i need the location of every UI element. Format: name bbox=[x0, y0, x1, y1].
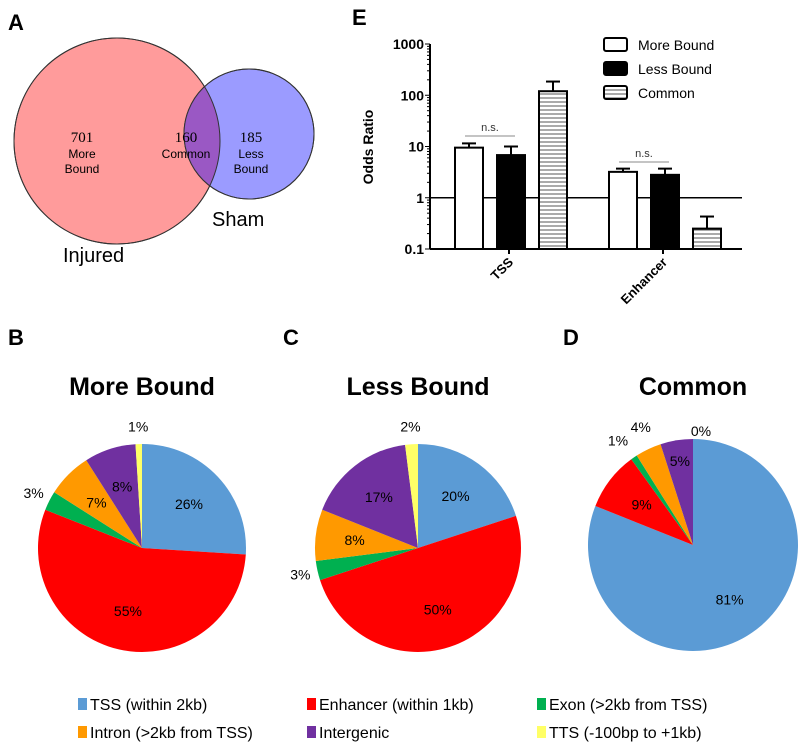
pie-value-label: 5% bbox=[670, 453, 690, 469]
pie-slice-tts bbox=[405, 444, 418, 548]
venn-label-more-bound-1: More bbox=[68, 147, 96, 161]
legend-label: More Bound bbox=[638, 37, 714, 53]
bar-tss-common bbox=[538, 90, 568, 251]
pie-value-label: 81% bbox=[716, 591, 744, 607]
venn-count-more-bound: 701 bbox=[71, 130, 94, 146]
pie-title: More Bound bbox=[69, 373, 215, 401]
legend-label: Less Bound bbox=[638, 61, 712, 77]
bar-enhancer-common bbox=[692, 227, 722, 251]
panel-letter-e: E bbox=[352, 5, 367, 30]
pie-value-label: 7% bbox=[86, 494, 106, 510]
venn-diagram: 701 More Bound 160 Common 185 Less Bound… bbox=[13, 37, 315, 267]
legend-swatch-more-bound bbox=[603, 37, 628, 52]
pie-value-label: 20% bbox=[442, 488, 470, 504]
legend-label-intergenic: Intergenic bbox=[319, 725, 389, 742]
pie-slice-exon bbox=[315, 548, 418, 581]
bar-tss-more-bound bbox=[454, 146, 484, 250]
pie-value-label: 26% bbox=[175, 496, 203, 512]
legend-swatch-intergenic bbox=[307, 726, 316, 738]
legend-swatch-tts bbox=[537, 726, 546, 738]
y-tick-label: 1 bbox=[416, 190, 424, 206]
panel-letter-a: A bbox=[8, 10, 24, 35]
venn-set-sham: Sham bbox=[212, 209, 264, 231]
venn-label-less-bound-2: Bound bbox=[234, 162, 269, 176]
pie-value-label: 4% bbox=[631, 419, 651, 435]
pie-slice-intergenic bbox=[86, 444, 142, 548]
pie-legend: TSS (within 2kb) Enhancer (within 1kb) Exo… bbox=[78, 697, 707, 742]
y-tick-label: 100 bbox=[401, 87, 425, 103]
pie-slice-intergenic bbox=[322, 444, 418, 548]
venn-label-common: Common bbox=[162, 147, 211, 161]
venn-label-less-bound-1: Less bbox=[238, 147, 263, 161]
pie-slice-tss bbox=[142, 444, 247, 555]
significance-label: n.s. bbox=[635, 148, 653, 160]
pie-slice-intron bbox=[54, 460, 142, 548]
pie-value-label: 55% bbox=[114, 603, 142, 619]
panel-letter-b: B bbox=[8, 325, 24, 350]
y-axis-label: Odds Ratio bbox=[360, 110, 376, 185]
pie-slice-exon bbox=[631, 455, 693, 545]
panel-letter-c: C bbox=[283, 325, 299, 350]
pie-slice-enhancer bbox=[320, 515, 521, 652]
pie-slice-intron bbox=[315, 509, 418, 562]
pie-value-label: 50% bbox=[424, 601, 452, 617]
pie-title: Less Bound bbox=[346, 373, 489, 401]
bar-tss-less-bound bbox=[496, 154, 526, 251]
pie-charts: More Bound 26% 55% 3% 7% 8% 1% Less Bound 20% 50%… bbox=[23, 373, 798, 653]
y-tick-label: 1000 bbox=[393, 36, 424, 52]
venn-count-common: 160 bbox=[175, 130, 198, 146]
pie-value-label: 1% bbox=[608, 432, 628, 448]
pie-value-label: 9% bbox=[631, 497, 651, 513]
pie-value-label: 1% bbox=[128, 418, 148, 434]
legend-label-tts: TTS (-100bp to +1kb) bbox=[549, 725, 702, 742]
venn-count-less-bound: 185 bbox=[240, 130, 263, 146]
pie-value-label: 0% bbox=[691, 423, 711, 439]
legend-label: Common bbox=[638, 85, 695, 101]
y-tick-label: 0.1 bbox=[405, 241, 425, 257]
pie-value-label: 8% bbox=[112, 479, 132, 495]
pie-slice-exon bbox=[45, 492, 142, 548]
pie-slice-enhancer bbox=[595, 459, 693, 545]
legend-swatch-tss bbox=[78, 698, 87, 710]
y-tick-label: 10 bbox=[408, 139, 424, 155]
legend-swatch-exon bbox=[537, 698, 546, 710]
pie-slice-tss bbox=[418, 444, 516, 548]
pie-slice-enhancer bbox=[38, 509, 246, 653]
pie-title: Common bbox=[639, 373, 747, 401]
legend-label-tss: TSS (within 2kb) bbox=[90, 697, 207, 714]
odds-ratio-bar-chart: 0.1 1 10 100 1000 Odds Ratio TSS n.s. Enhancer n.… bbox=[360, 36, 742, 307]
legend-label-enhancer: Enhancer (within 1kb) bbox=[319, 697, 474, 714]
venn-label-more-bound-2: Bound bbox=[65, 162, 100, 176]
panel-letter-d: D bbox=[563, 325, 579, 350]
bar-enhancer-less-bound bbox=[650, 173, 680, 250]
pie-slice-intron bbox=[636, 444, 693, 545]
venn-set-injured: Injured bbox=[63, 245, 124, 267]
legend-swatch-common bbox=[603, 85, 628, 100]
pie-slice-tts bbox=[135, 444, 142, 548]
x-tick-label: Enhancer bbox=[618, 255, 671, 308]
pie-value-label: 17% bbox=[365, 489, 393, 505]
legend-swatch-enhancer bbox=[307, 698, 316, 710]
pie-value-label: 8% bbox=[345, 532, 365, 548]
bar-enhancer-more-bound bbox=[608, 170, 638, 251]
legend-label-intron: Intron (>2kb from TSS) bbox=[90, 725, 253, 742]
pie-value-label: 3% bbox=[290, 567, 310, 583]
legend-label-exon: Exon (>2kb from TSS) bbox=[549, 697, 707, 714]
x-tick-label: TSS bbox=[488, 254, 517, 283]
pie-value-label: 2% bbox=[400, 419, 420, 435]
pie-slice-intergenic bbox=[660, 439, 693, 545]
pie-value-label: 3% bbox=[23, 485, 43, 501]
legend-swatch-intron bbox=[78, 726, 87, 738]
legend-swatch-less-bound bbox=[603, 61, 628, 76]
significance-label: n.s. bbox=[481, 122, 499, 134]
